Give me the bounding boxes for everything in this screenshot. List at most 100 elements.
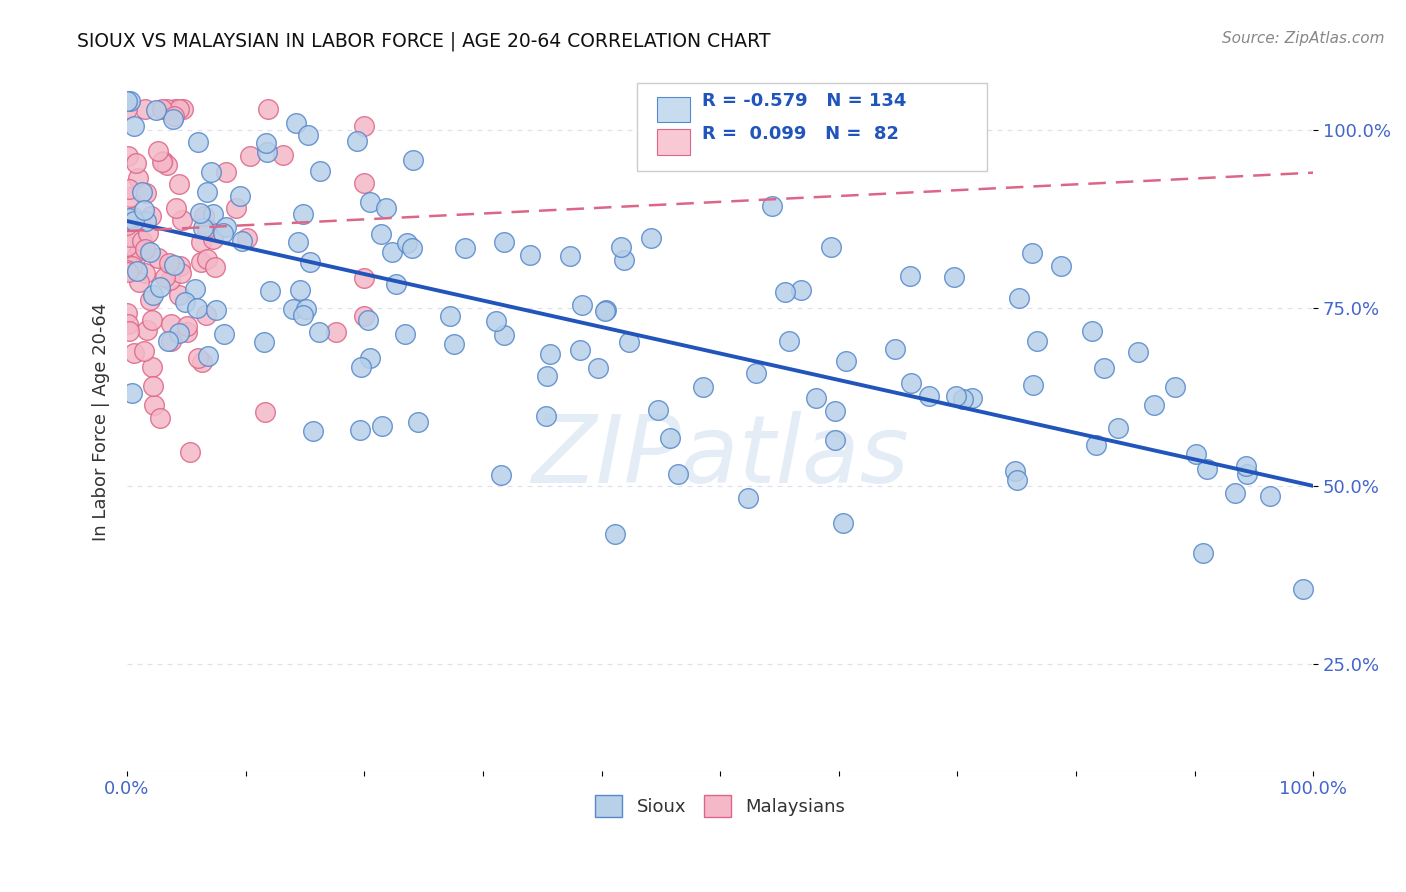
Point xyxy=(1195,462,1218,476)
Point xyxy=(142,379,165,393)
Point xyxy=(1258,489,1281,503)
Point xyxy=(129,243,152,257)
Point xyxy=(281,301,304,316)
Point xyxy=(157,334,180,348)
Point xyxy=(127,263,149,277)
Point xyxy=(146,251,169,265)
Point xyxy=(122,345,145,359)
Point xyxy=(945,389,967,403)
Point xyxy=(773,285,796,299)
Point xyxy=(1005,473,1028,487)
Point xyxy=(134,202,156,217)
Point xyxy=(454,241,477,255)
Point xyxy=(179,445,201,459)
Point xyxy=(172,212,194,227)
Point xyxy=(214,326,236,341)
Point xyxy=(201,207,224,221)
Point xyxy=(212,226,235,240)
Point xyxy=(485,314,508,328)
Point xyxy=(115,102,138,116)
Point xyxy=(231,234,253,248)
Point xyxy=(308,326,330,340)
Point xyxy=(162,109,184,123)
Point xyxy=(692,380,714,394)
Point xyxy=(132,344,155,359)
Point xyxy=(176,319,198,334)
Point xyxy=(350,359,373,374)
Point xyxy=(406,415,429,429)
Point xyxy=(346,134,368,148)
Point xyxy=(640,231,662,245)
Point xyxy=(299,255,322,269)
Point xyxy=(359,194,381,209)
Point xyxy=(1025,334,1047,348)
Point xyxy=(191,354,214,368)
Point xyxy=(134,242,156,256)
Point xyxy=(284,116,307,130)
Point xyxy=(588,360,610,375)
Point xyxy=(439,309,461,323)
Point xyxy=(131,234,153,248)
Point xyxy=(1081,324,1104,338)
Point xyxy=(136,227,159,241)
Point xyxy=(824,403,846,417)
Point xyxy=(131,185,153,199)
Point xyxy=(385,277,408,292)
Point xyxy=(308,164,330,178)
Point xyxy=(142,288,165,302)
Point xyxy=(163,258,186,272)
Point xyxy=(395,236,418,251)
Point xyxy=(568,343,591,358)
Point xyxy=(288,283,311,297)
Point xyxy=(666,467,689,481)
Point xyxy=(170,266,193,280)
Point xyxy=(359,351,381,366)
Point xyxy=(156,158,179,172)
Point xyxy=(254,136,277,150)
Point xyxy=(534,409,557,424)
Point xyxy=(1225,485,1247,500)
Point xyxy=(1084,438,1107,452)
Point xyxy=(176,325,198,339)
Point xyxy=(259,284,281,298)
Point xyxy=(141,360,163,375)
Point xyxy=(942,270,965,285)
Point xyxy=(357,312,380,326)
Point xyxy=(134,102,156,116)
Point xyxy=(118,190,141,204)
Point xyxy=(1021,377,1043,392)
Point xyxy=(1107,421,1129,435)
Point xyxy=(152,154,174,169)
Point xyxy=(118,324,141,338)
Point xyxy=(115,305,138,319)
Point xyxy=(122,119,145,133)
Point xyxy=(121,385,143,400)
Point xyxy=(271,148,294,162)
Point xyxy=(139,293,162,307)
Point xyxy=(118,211,141,226)
Point xyxy=(159,273,181,287)
Point xyxy=(141,312,163,326)
Y-axis label: In Labor Force | Age 20-64: In Labor Force | Age 20-64 xyxy=(93,302,110,541)
Point xyxy=(536,368,558,383)
Point xyxy=(287,235,309,249)
Point xyxy=(1192,546,1215,560)
Text: Source: ZipAtlas.com: Source: ZipAtlas.com xyxy=(1222,31,1385,46)
Point xyxy=(494,235,516,249)
Point xyxy=(790,284,813,298)
Point xyxy=(402,153,425,167)
Point xyxy=(1143,398,1166,412)
Point xyxy=(737,491,759,505)
Point xyxy=(143,398,166,412)
Point xyxy=(744,366,766,380)
Point xyxy=(295,302,318,317)
Point xyxy=(127,171,149,186)
Point xyxy=(194,308,217,322)
Point xyxy=(187,135,209,149)
Point xyxy=(1164,380,1187,394)
Point xyxy=(647,403,669,417)
Point xyxy=(187,351,209,365)
Point xyxy=(605,527,627,541)
Legend: Sioux, Malaysians: Sioux, Malaysians xyxy=(588,788,852,824)
Point xyxy=(302,424,325,438)
